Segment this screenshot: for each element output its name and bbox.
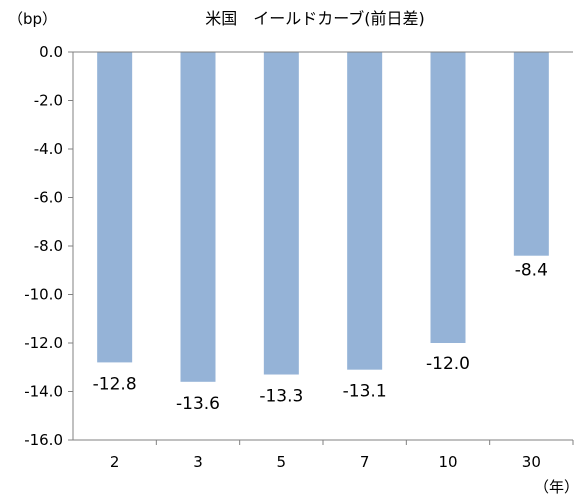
data-label-5: -13.3 — [259, 387, 303, 407]
y-tick-label: -16.0 — [24, 431, 63, 449]
bars — [97, 52, 549, 382]
y-tick-label: -4.0 — [34, 140, 63, 158]
data-label-7: -13.1 — [343, 382, 387, 402]
data-label-2: -12.8 — [93, 374, 137, 394]
y-tick-label: -8.0 — [34, 237, 63, 255]
data-labels: -12.8 -13.6 -13.3 -13.1 -12.0 -8.4 — [93, 261, 548, 414]
data-label-30: -8.4 — [515, 261, 548, 281]
x-tick-label-10: 10 — [438, 453, 457, 471]
x-axis-unit-label: （年） — [534, 478, 579, 496]
x-tick-label-30: 30 — [522, 453, 541, 471]
y-tick-label: -2.0 — [34, 92, 63, 110]
y-tick-label: -14.0 — [24, 383, 63, 401]
y-axis-unit-label: （bp） — [8, 10, 57, 28]
bar-2 — [97, 52, 133, 363]
data-label-3: -13.6 — [176, 394, 220, 414]
bar-30 — [513, 52, 549, 256]
bar-5 — [263, 52, 299, 375]
bar-10 — [430, 52, 466, 343]
y-tick-label: -10.0 — [24, 286, 63, 304]
y-axis-ticks: 0.0 -2.0 -4.0 -6.0 -8.0 -10.0 -12.0 -14.0 -16.0 — [24, 43, 63, 449]
y-tick-label: -12.0 — [24, 334, 63, 352]
x-axis-ticks: 2 3 5 7 10 30 — [110, 453, 541, 471]
chart-title: 米国 イールドカーブ(前日差) — [205, 9, 425, 28]
x-tick-label-2: 2 — [110, 453, 120, 471]
data-label-10: -12.0 — [426, 354, 470, 374]
bar-7 — [347, 52, 383, 370]
x-tick-label-3: 3 — [193, 453, 203, 471]
x-tick-label-7: 7 — [360, 453, 370, 471]
y-tick-label: 0.0 — [39, 43, 63, 61]
y-tick-label: -6.0 — [34, 189, 63, 207]
bar-3 — [180, 52, 216, 382]
x-tick-label-5: 5 — [277, 453, 287, 471]
axes — [68, 51, 574, 445]
